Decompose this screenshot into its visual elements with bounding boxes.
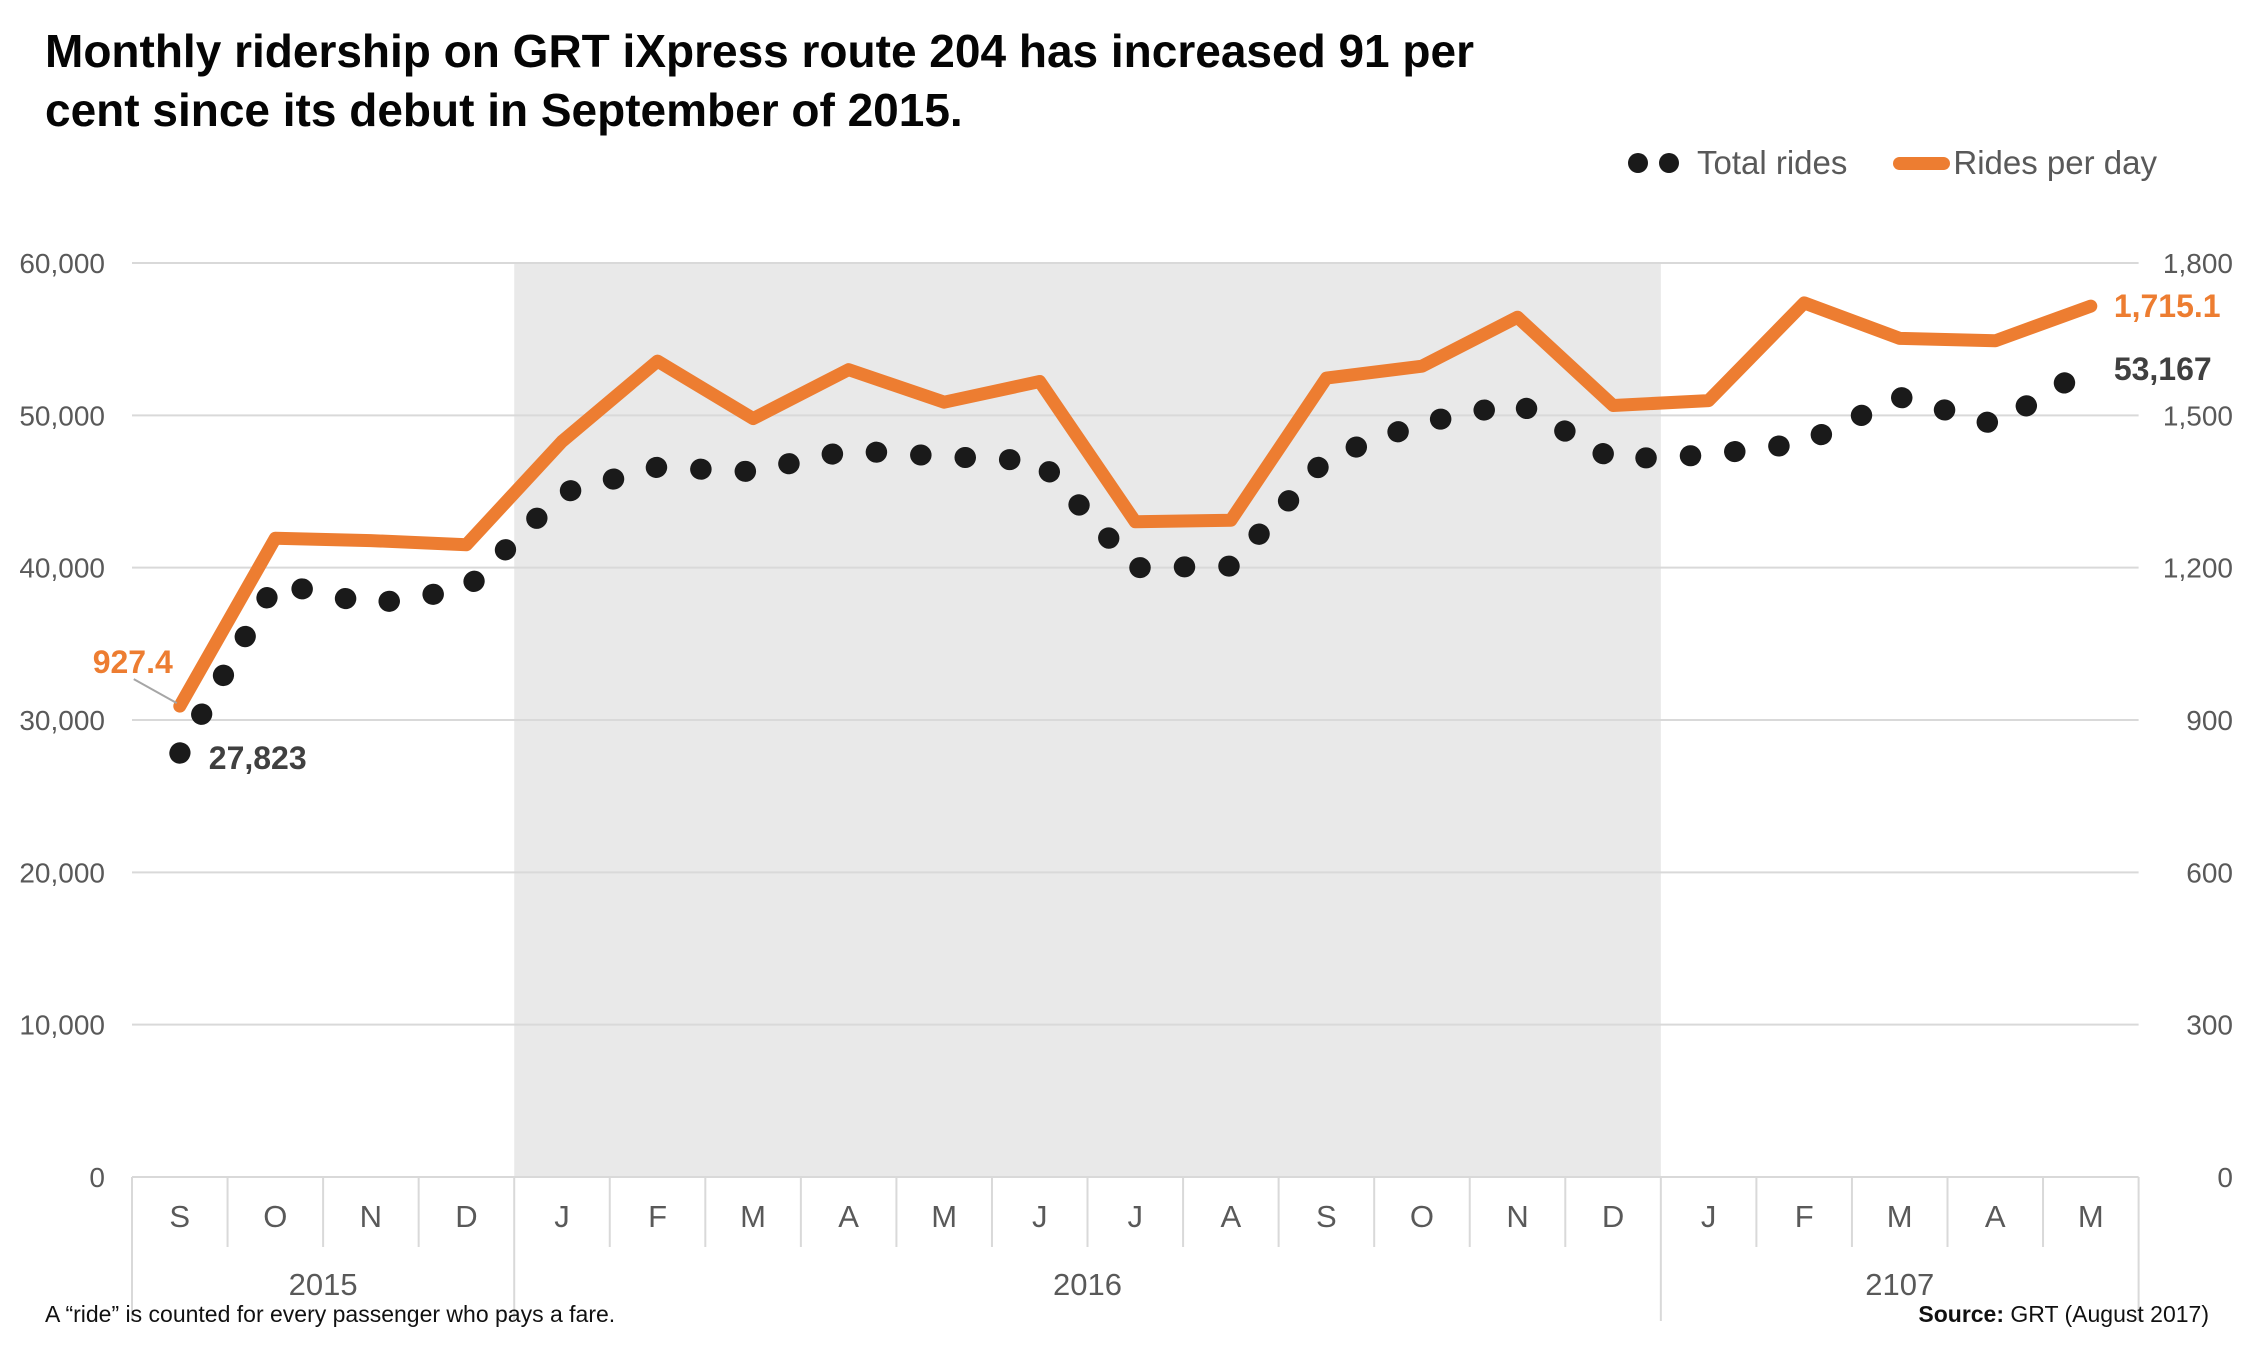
legend: Total rides Rides per day (1627, 144, 2157, 182)
dot-icon (1658, 153, 1679, 173)
month-label: F (648, 1199, 667, 1234)
month-label: O (1410, 1199, 1434, 1234)
month-label: S (169, 1199, 190, 1234)
right-axis-tick: 1,500 (2163, 400, 2233, 431)
left-axis-tick: 10,000 (19, 1010, 105, 1041)
legend-label-total-rides: Total rides (1696, 144, 1848, 181)
month-label: S (1316, 1199, 1337, 1234)
month-label: J (554, 1199, 570, 1234)
month-label: M (931, 1199, 957, 1234)
month-label: A (1985, 1199, 2006, 1234)
annotation-27823: 27,823 (209, 740, 307, 776)
month-label: J (1032, 1199, 1048, 1234)
month-label: J (1128, 1199, 1144, 1234)
left-axis-tick: 30,000 (19, 705, 105, 736)
month-label: A (1221, 1199, 1242, 1234)
month-label: M (1887, 1199, 1913, 1234)
year-label: 2107 (1865, 1267, 1934, 1302)
chart-title: Monthly ridership on GRT iXpress route 2… (45, 22, 1474, 140)
legend-item-rides-per-day: Rides per day (1893, 144, 2157, 182)
series-total-rides (169, 356, 2102, 764)
footnote: A “ride” is counted for every passenger … (45, 1301, 616, 1327)
ridership-line-chart: 60,00050,00040,00030,00020,00010,00001,8… (19, 248, 2233, 1321)
month-label: D (455, 1199, 477, 1234)
month-label: N (1506, 1199, 1528, 1234)
annotations: 927.4 27,823 1,715.1 53,167 (93, 288, 2221, 776)
series-rides-per-day (173, 296, 2098, 713)
source-label: Source: (1918, 1301, 2005, 1327)
left-axis-tick: 60,000 (19, 248, 105, 279)
right-axis-labels: 1,800 1,500 1,200 900 600 300 0 (2163, 248, 2233, 1193)
right-axis-tick: 900 (2186, 705, 2233, 736)
month-axis: S O N D J F M A M J J A S O N D J F M A M 2015 2016 2107 (131, 1177, 2140, 1321)
left-axis-tick: 0 (89, 1162, 105, 1193)
chart-title-line1: Monthly ridership on GRT iXpress route 2… (45, 25, 1474, 77)
left-axis-tick: 40,000 (19, 553, 105, 584)
year-label: 2016 (1053, 1267, 1122, 1302)
year-label: 2015 (289, 1267, 358, 1302)
left-axis-labels: 60,000 50,000 40,000 30,000 20,000 10,000 0 (19, 248, 105, 1193)
legend-label-rides-per-day: Rides per day (1953, 144, 2157, 181)
month-label: O (263, 1199, 287, 1234)
month-label: N (360, 1199, 382, 1234)
month-label: J (1701, 1199, 1717, 1234)
month-label: D (1602, 1199, 1624, 1234)
legend-item-total-rides: Total rides (1627, 144, 1848, 182)
left-axis-tick: 50,000 (19, 400, 105, 431)
month-label: M (2078, 1199, 2104, 1234)
month-label: M (740, 1199, 766, 1234)
chart-title-line2: cent since its debut in September of 201… (45, 84, 963, 136)
right-axis-tick: 0 (2217, 1162, 2233, 1193)
line-series-icon (1893, 156, 1951, 170)
right-axis-tick: 1,800 (2163, 248, 2233, 279)
month-label: F (1795, 1199, 1814, 1234)
dot-icon (1627, 153, 1648, 173)
right-axis-tick: 1,200 (2163, 553, 2233, 584)
right-axis-tick: 600 (2186, 857, 2233, 888)
month-label: A (838, 1199, 859, 1234)
source-note: Source: GRT (August 2017) (1918, 1301, 2209, 1328)
annotation-927.4: 927.4 (93, 644, 173, 680)
right-axis-tick: 300 (2186, 1010, 2233, 1041)
source-text: GRT (August 2017) (2004, 1301, 2209, 1327)
annotation-1715.1: 1,715.1 (2114, 288, 2221, 324)
annotation-53167: 53,167 (2114, 351, 2212, 387)
dotted-series-icon (1627, 153, 1679, 173)
left-axis-tick: 20,000 (19, 857, 105, 888)
